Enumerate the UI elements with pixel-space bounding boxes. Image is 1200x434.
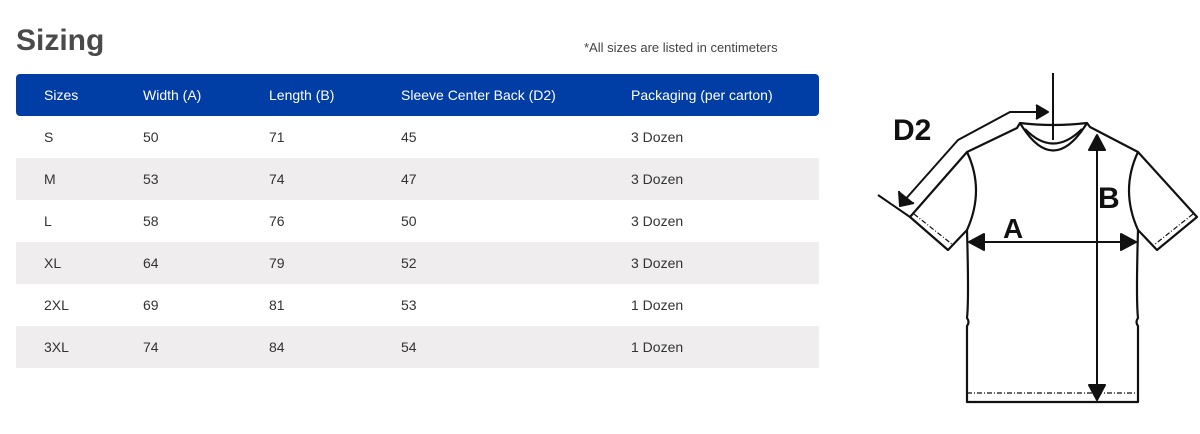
table-cell: 53 xyxy=(401,297,417,313)
table-cell: 3 Dozen xyxy=(631,213,684,229)
table-row: XL 64 79 52 3 Dozen xyxy=(16,242,819,284)
table-cell: 76 xyxy=(269,213,285,229)
table-cell: 3 Dozen xyxy=(631,129,684,145)
table-cell: 47 xyxy=(401,158,631,200)
measure-lines xyxy=(877,73,1137,401)
table-cell: XL xyxy=(16,242,143,284)
page-title: Sizing xyxy=(16,24,105,57)
table-header: Sizes Width (A) Length (B) Sleeve Center… xyxy=(16,74,819,116)
header-sizes: Sizes xyxy=(16,74,143,116)
table-cell: 3XL xyxy=(16,326,143,368)
table-cell: 74 xyxy=(269,158,401,200)
d2-arrow xyxy=(902,111,1045,203)
table-cell: 50 xyxy=(401,213,417,229)
table-row: L 58 76 50 3 Dozen xyxy=(16,200,819,242)
table-cell: 64 xyxy=(143,242,269,284)
tshirt-outline xyxy=(908,121,1199,404)
table-cell: 58 xyxy=(143,213,159,229)
header-sleeve: Sleeve Center Back (D2) xyxy=(401,74,631,116)
table-cell: 79 xyxy=(269,242,401,284)
label-a: A xyxy=(1003,213,1023,244)
table-row: S 50 71 45 3 Dozen xyxy=(16,116,819,158)
table-cell: 74 xyxy=(143,326,269,368)
table-cell: M xyxy=(16,158,143,200)
header-packaging: Packaging (per carton) xyxy=(631,74,819,116)
table-cell: 3 Dozen xyxy=(631,158,819,200)
header-length: Length (B) xyxy=(269,74,401,116)
table-cell: 53 xyxy=(143,158,269,200)
table-cell: 50 xyxy=(143,129,159,145)
table-cell: 81 xyxy=(269,297,285,313)
table-cell: S xyxy=(44,129,54,145)
table-cell: 1 Dozen xyxy=(631,297,684,313)
table-row: M 53 74 47 3 Dozen xyxy=(16,158,819,200)
table-cell: 84 xyxy=(269,326,401,368)
header-width: Width (A) xyxy=(143,74,269,116)
label-b: B xyxy=(1098,182,1120,215)
table-cell: 71 xyxy=(269,129,285,145)
table-cell: 1 Dozen xyxy=(631,326,819,368)
table-cell: 69 xyxy=(143,297,159,313)
table-cell: 45 xyxy=(401,129,417,145)
table-cell: 2XL xyxy=(44,297,69,313)
units-note: *All sizes are listed in centimeters xyxy=(584,40,778,55)
table-cell: 54 xyxy=(401,326,631,368)
size-table: Sizes Width (A) Length (B) Sleeve Center… xyxy=(16,74,819,368)
table-cell: 52 xyxy=(401,242,631,284)
table-cell: L xyxy=(44,213,52,229)
table-cell: 3 Dozen xyxy=(631,242,819,284)
table-row: 2XL 69 81 53 1 Dozen xyxy=(16,284,819,326)
label-d2: D2 xyxy=(893,114,931,147)
table-row: 3XL 74 84 54 1 Dozen xyxy=(16,326,819,368)
